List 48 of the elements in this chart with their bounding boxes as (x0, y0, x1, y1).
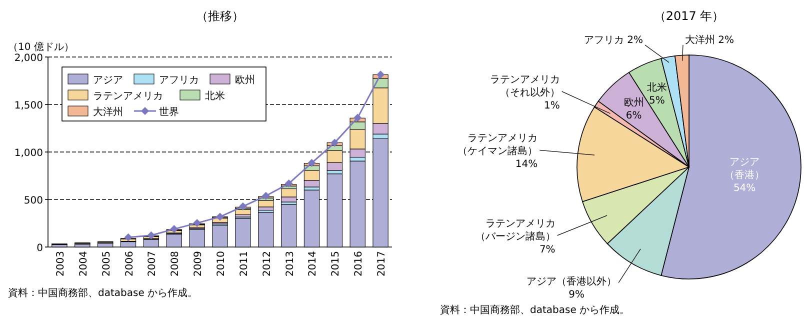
x-tick-label: 2005 (101, 251, 112, 276)
x-tick-label: 2012 (262, 251, 273, 276)
x-tick-label: 2006 (124, 251, 136, 276)
legend-label: 世界 (159, 106, 179, 118)
slice-label: ラテンアメリカ（ケイマン諸島） (458, 133, 538, 158)
slice-label: アジア（香港） (724, 157, 765, 182)
legend-label: ラテンアメリカ (93, 91, 163, 102)
x-tick-label: 2016 (354, 251, 365, 276)
x-tick-label: 2013 (284, 251, 296, 276)
data-label: 1% (544, 100, 560, 112)
data-label: 6% (626, 110, 642, 122)
x-tick-label: 2015 (330, 251, 342, 276)
slice-label: ラテンアメリカ（それ以外） (490, 74, 560, 98)
chart-title: （推移） (196, 9, 244, 23)
data-label: 14% (515, 159, 538, 170)
legend-label: アジア (93, 75, 123, 86)
x-tick-label: 2009 (193, 251, 204, 276)
slice-label: 北米 (646, 81, 667, 94)
y-tick-label: 500 (24, 196, 43, 206)
y-tick-label: 0 (36, 243, 43, 254)
slice-label: アジア（香港以外） (526, 276, 617, 288)
x-tick-label: 2008 (170, 251, 182, 276)
x-tick-label: 2007 (147, 251, 158, 276)
x-tick-label: 2004 (78, 251, 90, 276)
y-tick-label: 2,000 (14, 53, 43, 64)
text: 資料：中国商務部、database から作成。 (440, 304, 630, 316)
legend-label: アフリカ (159, 75, 199, 86)
x-tick-label: 2017 (376, 251, 388, 276)
x-tick-label: 2014 (308, 251, 319, 276)
chart-title: （2017 年） (654, 9, 724, 23)
slice-label: 欧州 (624, 96, 644, 109)
legend-label: 大洋州 (93, 106, 123, 118)
y-tick-label: 1,500 (14, 100, 43, 112)
slice-label: アフリカ 2% (584, 35, 643, 46)
text: 資料：中国商務部、database から作成。 (8, 287, 198, 299)
x-tick-label: 2010 (216, 251, 227, 276)
data-label: 54% (733, 183, 756, 194)
x-tick-label: 2011 (238, 251, 250, 276)
legend-label: 北米 (205, 90, 225, 102)
x-tick-label: 2003 (55, 251, 66, 276)
slice-label: 大洋州 2% (685, 34, 734, 46)
data-label: 7% (539, 244, 556, 256)
slice-label: ラテンアメリカ（バージン諸島） (475, 218, 556, 242)
y-tick-label: 1,000 (14, 148, 43, 159)
y-axis-title: （10 億ドル） (8, 41, 74, 53)
data-label: 9% (568, 290, 585, 301)
legend-label: 欧州 (235, 74, 255, 86)
data-label: 5% (649, 95, 665, 106)
